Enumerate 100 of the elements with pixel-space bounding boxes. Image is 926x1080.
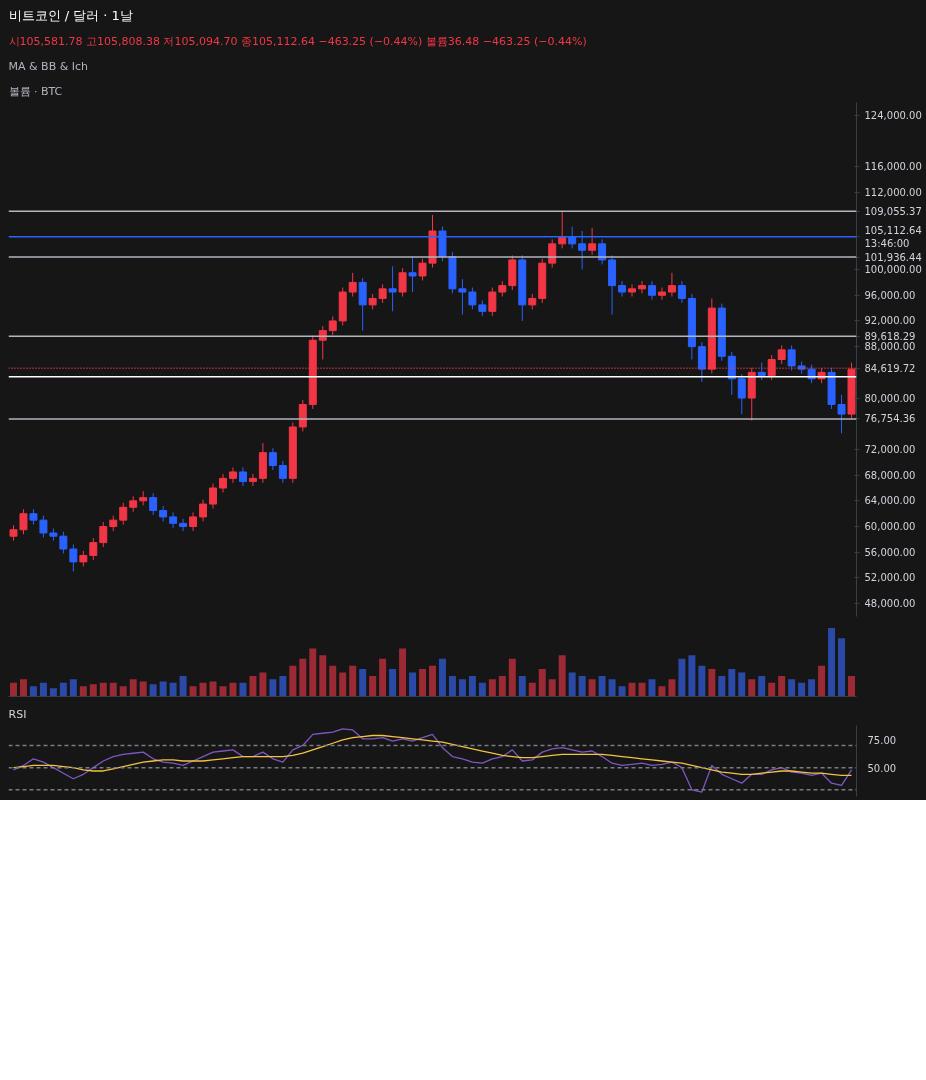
candlestick [588,227,597,256]
candlestick [358,277,367,332]
bar [568,672,576,697]
bar [588,679,596,697]
line-series [12,728,853,793]
bar [89,684,97,697]
bar [708,669,716,697]
candlestick [99,521,108,548]
bar [329,665,337,697]
candlestick [119,502,128,526]
bar [558,655,566,697]
bar [159,681,167,697]
bar [169,682,177,697]
candlestick [628,283,637,298]
y-tick-label: 92,000.00 [864,315,916,327]
candlestick [418,258,427,281]
candlestick [398,267,407,298]
bar [578,675,586,697]
candlestick [548,238,557,269]
bar [778,675,786,697]
bar [618,686,626,697]
line-series [12,734,853,777]
bar [259,672,267,697]
candlestick [348,272,357,298]
bar [359,669,367,697]
candlestick [697,341,706,383]
candlestick [199,499,208,522]
candlestick [408,256,417,293]
bar [758,675,766,697]
bar [628,682,636,697]
bar [69,679,77,697]
bar [269,679,277,697]
y-tick-label: 52,000.00 [864,572,916,584]
candlestick [647,280,656,301]
candlestick [19,508,28,535]
bar [518,675,526,697]
bar [788,679,796,697]
text: 볼륨 · BTC [8,84,63,98]
candlestick [488,287,497,317]
bar [478,682,486,697]
candlestick [558,211,567,249]
bar [319,655,327,697]
bar [538,669,546,697]
y-tick-label: 100,000.00 [864,264,922,276]
chart-title: RSI [8,707,27,721]
y-tick-label: 56,000.00 [864,546,916,558]
text: MA & BB & Ich [8,59,89,73]
candlestick [189,511,198,532]
bar [29,686,37,697]
bar [389,669,397,697]
y-tick-label: 88,000.00 [864,341,916,353]
candlestick [69,544,78,573]
bar [498,675,506,697]
bar [468,675,476,697]
bar [129,679,137,697]
bar [179,675,187,697]
bar [339,672,347,697]
candlestick [39,515,48,538]
bar [59,682,67,697]
candlestick [278,460,287,484]
ref-line-label: 76,754.36 [864,413,916,425]
bar [728,669,736,697]
bar [448,675,456,697]
bar [139,681,147,697]
bar [429,665,436,697]
candlestick [458,278,467,316]
bar [738,672,746,697]
candlestick [298,399,307,432]
candlestick [388,265,397,312]
bar [838,638,846,697]
bar [848,675,855,697]
bar [698,665,706,697]
ref-line-label: 105,112.64 13:46:00 [864,224,922,249]
candlestick [657,287,666,301]
bar [369,675,377,697]
bar [349,665,357,697]
bar [39,682,47,697]
bar [488,679,496,697]
bar [289,665,297,697]
y-tick-label: 75.00 [867,734,897,746]
y-tick-label: 116,000.00 [864,161,922,173]
bar [249,675,257,697]
candlestick [787,344,796,371]
bar [438,658,446,697]
candlestick [638,280,646,294]
bar [99,682,107,697]
bar [688,655,696,697]
bar [19,679,27,697]
candlestick [618,280,627,298]
candlestick [737,373,746,415]
bar [718,675,726,697]
ref-line-label: 101,936.44 [864,251,922,263]
bar [10,682,17,697]
bar [678,658,686,697]
y-tick-label: 112,000.00 [864,186,922,198]
bar [528,682,536,697]
y-tick-label: 64,000.00 [864,495,916,507]
bar [658,686,666,697]
candlestick [468,287,477,310]
y-tick-label: 50.00 [867,762,897,774]
